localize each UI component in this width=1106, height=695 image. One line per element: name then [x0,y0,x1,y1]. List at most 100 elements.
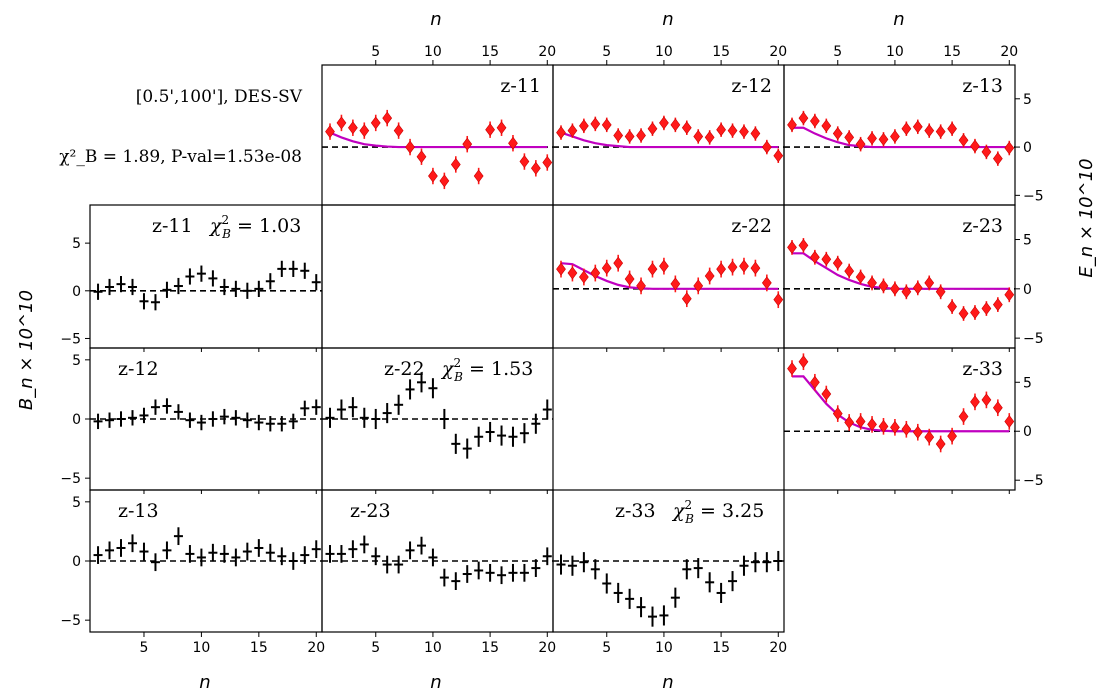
data-point [716,123,726,137]
data-point [935,437,946,451]
data-point [405,140,415,154]
data-point [810,250,820,264]
panel-label: z-11 [152,215,193,237]
y-tick-label: 0 [1023,282,1032,298]
x-tick-label: 5 [371,640,380,656]
panel-B-z-33: z-33 χ2 B = 3.25 5 10 15 20 [552,489,787,656]
data-point [450,157,461,171]
data-point [670,277,681,291]
data-point [647,122,658,136]
right-y-axis-label: E_n × 10^10 [1076,158,1097,277]
x-tick-label: 15 [712,640,730,656]
x-tick-label: 15 [712,44,730,60]
data-point [821,119,832,133]
empty-panel [321,204,554,349]
top-x-axis-label-2: n [662,9,673,30]
panel-label: z-12 [118,358,159,380]
data-point [681,121,692,135]
data-point [773,293,784,307]
data-point [970,305,980,319]
data-point [844,130,855,144]
model-curve [560,131,779,149]
y-tick-label: −5 [1023,188,1044,204]
y-tick-label: 5 [72,236,81,252]
data-point [798,355,809,369]
data-point [970,139,980,153]
data-point [508,136,518,150]
data-point [636,279,646,293]
panel-label: z-22 [731,215,772,237]
y-tick-label: 0 [1023,424,1032,440]
panel-E-z-33: z-33 −5 0 5 [783,347,1044,494]
panels: z-115 10 15 20z-125 10 15 20 z-13 −5 0 5 5 10 15 20 z-2… [60,44,1043,656]
x-tick-label: 15 [250,640,268,656]
data-point [901,285,912,299]
panel-label: z-22 [384,358,425,380]
panel-B-z-11: z-11 χ2 B = 1.03 −5 0 5 [60,204,323,352]
panel-label: z-11 [500,75,541,97]
data-point [716,262,726,276]
data-point [992,298,1003,312]
data-point [901,422,912,436]
data-point [787,118,797,132]
data-point [636,128,646,142]
data-point [750,127,761,141]
data-point [798,238,809,252]
data-point [867,417,877,431]
data-point [428,169,438,183]
data-point [844,264,855,278]
data-point [867,131,877,145]
panel-label: z-13 [962,75,1003,97]
data-point [832,256,843,270]
x-tick-label: 20 [538,640,556,656]
data-point [821,252,832,266]
data-point [935,285,946,299]
axis-labels: n n n n n n B_n × 10^10 E_n × 10^10 [16,9,1097,693]
data-point [878,132,889,146]
data-point [901,122,912,136]
panel-E-z-11: z-11 5 10 15 20 [321,44,556,206]
data-point [416,150,427,164]
data-point [1004,288,1015,302]
data-point [739,125,749,139]
data-point [473,169,484,183]
data-point [739,259,749,273]
data-point [912,425,923,439]
data-point [750,261,761,275]
panel-E-z-12: z-12 5 10 15 20 [552,44,787,206]
data-point [693,129,704,143]
data-point [878,419,889,433]
x-tick-label: 5 [602,44,611,60]
data-point [810,375,820,389]
left-y-axis-label: B_n × 10^10 [16,290,37,410]
data-point [947,122,957,136]
data-point [704,269,715,283]
data-point [624,129,635,143]
x-tick-label: 10 [424,44,442,60]
data-point [935,125,946,139]
data-point [336,116,347,130]
data-point [798,111,809,125]
panel-label: z-33 [962,358,1003,380]
data-point [485,123,495,137]
data-point [761,140,772,154]
data-point [556,262,566,276]
y-tick-label: −5 [60,613,81,629]
data-point [867,276,877,290]
panel-label: z-33 [615,500,656,522]
scale-range-annotation: [0.5',100'], DES-SV [136,87,303,107]
data-point [810,114,820,128]
panel-B-z-23: z-23 5 10 15 20 [321,489,556,656]
data-point [890,282,900,296]
bottom-x-axis-label-2: n [430,672,441,693]
data-point [325,125,335,139]
panel-label: z-23 [962,215,1003,237]
data-point [348,121,358,135]
top-x-axis-label-1: n [430,9,441,30]
data-point [613,128,624,142]
x-tick-label: 15 [481,640,499,656]
data-point [496,121,507,135]
data-point [821,387,832,401]
y-tick-label: −5 [60,471,81,487]
data-point [670,118,681,132]
